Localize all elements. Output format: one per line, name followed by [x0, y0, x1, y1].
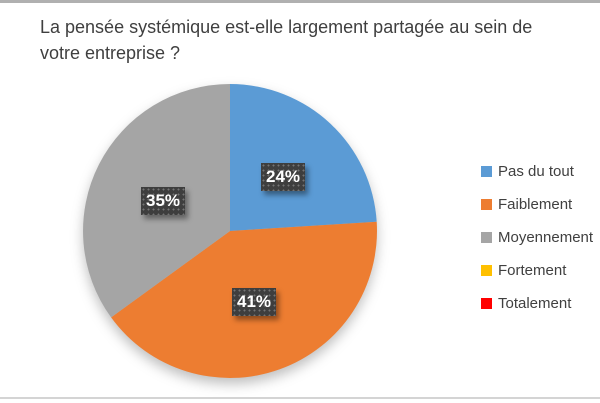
legend-label: Fortement [498, 262, 567, 279]
legend-item-faiblement: Faiblement [481, 195, 600, 214]
legend-swatch-icon [481, 232, 492, 243]
legend-swatch-icon [481, 298, 492, 309]
chart-title: La pensée systémique est-elle largement … [40, 17, 533, 63]
data-label-faiblement: 41% [232, 288, 276, 316]
legend-label: Faiblement [498, 196, 573, 213]
legend-item-totalement: Totalement [481, 294, 600, 313]
data-label-pas-du-tout: 24% [261, 163, 305, 191]
data-label-moyennement: 35% [141, 187, 185, 215]
legend-swatch-icon [481, 199, 492, 210]
bottom-border [0, 397, 600, 399]
pie-slice-pas-du-tout [230, 84, 377, 231]
legend-label: Moyennement [498, 229, 594, 246]
legend-item-fortement: Fortement [481, 261, 600, 280]
legend-item-pas-du-tout: Pas du tout [481, 162, 600, 181]
top-border [0, 0, 600, 3]
legend-label: Pas du tout [498, 163, 574, 180]
chart-legend: Pas du tout Faiblement Moyennement Fortemen… [481, 162, 600, 313]
legend-swatch-icon [481, 265, 492, 276]
legend-swatch-icon [481, 166, 492, 177]
legend-item-moyennement: Moyennement [481, 228, 600, 247]
pie-chart [83, 84, 377, 378]
legend-label: Totalement [498, 295, 572, 312]
